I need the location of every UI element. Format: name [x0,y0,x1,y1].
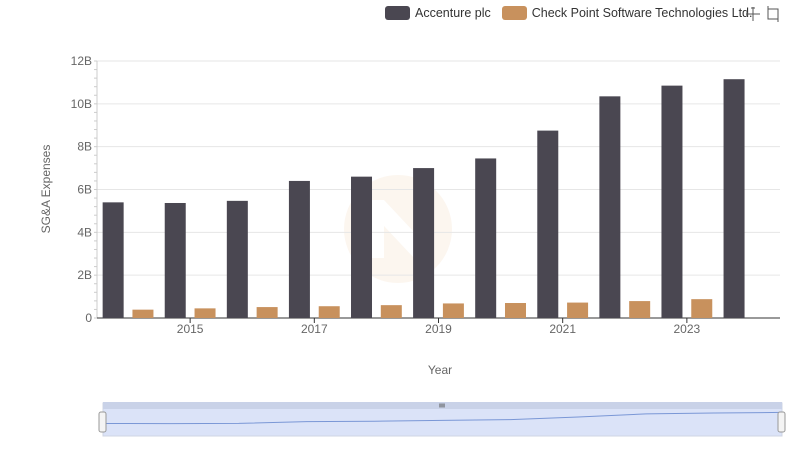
bar-check-point-2018[interactable] [380,305,402,318]
legend-swatch-accenture [385,6,410,20]
bar-check-point-2016[interactable] [256,307,278,318]
x-tick-label: 2015 [177,322,204,336]
bar-check-point-2020[interactable] [504,303,526,318]
x-tick-label: 2019 [425,322,452,336]
bar-accenture-2015[interactable] [164,202,186,318]
navigator[interactable] [98,402,786,437]
zoom-icon[interactable] [745,6,761,22]
y-tick-label: 0 [85,311,92,325]
bar-accenture-2021[interactable] [537,130,559,318]
legend-swatch-check-point [501,6,527,20]
legend-item-accenture[interactable]: Accenture plc [385,6,491,20]
bar-check-point-2021[interactable] [567,302,589,318]
bar-check-point-2022[interactable] [629,301,651,318]
y-tick-label: 6B [77,183,92,197]
y-axis-title: SG&A Expenses [39,145,53,234]
legend-item-check-point[interactable]: Check Point Software Technologies Ltd. [501,6,753,20]
bar-accenture-2020[interactable] [475,158,497,318]
navigator-handle-left[interactable] [98,411,107,433]
bar-check-point-2015[interactable] [194,308,216,318]
bar-accenture-2023[interactable] [661,85,683,318]
x-axis: 2015 2017 2019 2021 2023 [97,317,780,336]
y-axis: 0 2B 4B 6B 8B 10B 12B [71,54,98,325]
bar-accenture-2022[interactable] [599,96,621,319]
bar-check-point-2017[interactable] [318,306,340,318]
bar-accenture-2024[interactable] [723,79,745,319]
zoom-reset-icon[interactable] [765,6,781,22]
y-tick-label: 2B [77,268,92,282]
y-tick-label: 8B [77,140,92,154]
bar-accenture-2014[interactable] [102,202,124,318]
navigator-handle-right[interactable] [777,411,786,433]
bar-check-point-2023[interactable] [691,299,713,318]
chart-toolbar [745,6,781,22]
bar-accenture-2017[interactable] [288,180,310,318]
y-tick-label: 4B [77,225,92,239]
navigator-grip-icon[interactable] [439,403,445,408]
y-tick-label: 10B [71,97,92,111]
legend-label-accenture: Accenture plc [415,6,491,20]
bar-check-point-2014[interactable] [132,309,154,318]
legend-label-check-point: Check Point Software Technologies Ltd. [531,6,753,20]
x-tick-label: 2017 [301,322,328,336]
legend: Accenture plc Check Point Software Techn… [385,4,763,22]
bar-check-point-2019[interactable] [442,303,464,318]
x-tick-label: 2023 [674,322,701,336]
bars[interactable] [102,79,745,319]
bar-accenture-2016[interactable] [226,200,248,318]
navigator-series-line [102,411,783,425]
x-tick-label: 2021 [549,322,576,336]
bar-accenture-2019[interactable] [413,168,435,318]
bar-accenture-2018[interactable] [351,176,373,318]
x-axis-title: Year [428,363,452,377]
y-tick-label: 12B [71,54,92,68]
